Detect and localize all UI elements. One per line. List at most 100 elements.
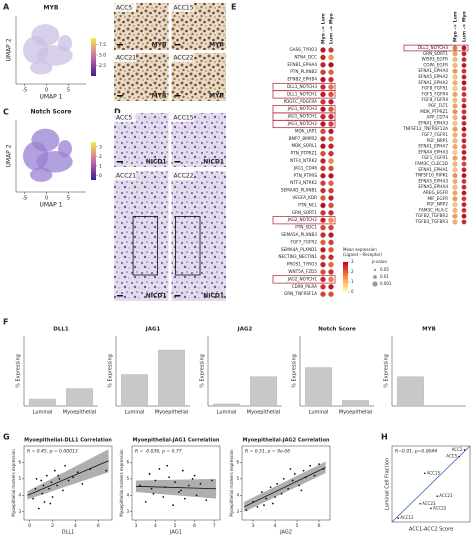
pair-label: JAG2_NOTCH2: [287, 217, 318, 222]
dot: [328, 121, 334, 127]
point: [64, 464, 67, 467]
pair-label: TGFB2_TGFBR2: [414, 213, 448, 218]
annotation: R = -0.036, p = 0.77: [135, 449, 182, 455]
dot: [320, 180, 326, 186]
pair-label: FGF5_FGFR4: [422, 91, 449, 96]
y-tick-label: 6: [236, 459, 239, 464]
dot: [320, 165, 326, 172]
dot: [461, 132, 467, 138]
legend-entry: 0.01: [380, 274, 389, 279]
point-label: ACC21: [439, 493, 453, 498]
dot: [461, 45, 467, 51]
pair-label: EFNA1_EPHA2: [418, 80, 448, 85]
y-axis-label: Luminal Cell Fraction: [385, 458, 391, 510]
point: [271, 502, 274, 505]
pair-label: GAS6_TYRO3: [289, 47, 317, 52]
x-tick-label: 6: [318, 523, 321, 529]
dot: [320, 224, 326, 231]
stain-label: MYB: [209, 42, 224, 49]
pair-label: EFNA5_EPHA3: [418, 178, 448, 183]
point: [35, 477, 38, 480]
chart-title: Myoepithelial-JAG2 Correlation: [243, 438, 330, 444]
umap-cloud: [58, 35, 72, 52]
scale-bar: [117, 295, 123, 297]
dot: [328, 232, 334, 238]
dot: [320, 158, 326, 164]
dot: [328, 239, 334, 246]
point: [430, 507, 432, 510]
dot: [461, 202, 467, 208]
point: [49, 502, 52, 505]
point: [45, 474, 48, 477]
stain-label: NICD1: [146, 159, 167, 166]
chart-title: DLL1: [53, 327, 69, 333]
dot: [320, 261, 326, 268]
x-tick-label: -5: [22, 196, 27, 202]
dot: [452, 161, 458, 167]
legend-title: (Ligand – Receptor): [343, 252, 382, 257]
dot: [328, 202, 334, 209]
dot: [320, 143, 326, 149]
fit-line: [27, 460, 109, 496]
legend-entry: 0.05: [380, 267, 389, 272]
point: [61, 489, 64, 492]
scale-bar: [117, 95, 123, 97]
legend-tick-label: 2: [351, 269, 354, 274]
x-tick-label: 5: [67, 196, 70, 202]
legend-title: p-value: [372, 259, 387, 264]
y-tick-label: 5: [126, 476, 129, 481]
dot: [452, 115, 458, 121]
pair-label: FGF7_FGFR1: [422, 132, 449, 137]
stain-label: MYB: [152, 93, 167, 100]
point: [43, 501, 46, 503]
dot: [452, 68, 458, 74]
pair-label: AREG_EGFR: [423, 190, 448, 195]
point: [423, 472, 426, 475]
point: [260, 491, 263, 493]
point: [166, 464, 169, 467]
colorbar: [91, 38, 96, 76]
dot: [452, 51, 458, 57]
x-axis-label: UMAP 1: [39, 202, 62, 209]
column-header: Lum -> Myo: [462, 11, 468, 42]
x-tick-label: 5: [67, 88, 70, 94]
dot: [461, 74, 467, 80]
point: [181, 469, 184, 472]
y-axis-label: % Expressing: [384, 354, 390, 388]
dot: [452, 74, 458, 80]
pair-label: GRN_SORT1: [292, 210, 317, 215]
x-tick-label: 6: [97, 523, 100, 529]
point: [300, 489, 303, 492]
point: [81, 482, 84, 485]
dot: [452, 120, 458, 126]
dot: [461, 190, 467, 196]
dot: [452, 138, 458, 144]
point: [245, 509, 248, 512]
point: [76, 471, 79, 474]
point: [276, 482, 279, 485]
dot: [461, 184, 467, 190]
point: [148, 473, 151, 475]
pair-label: JAG1_NOTCH1: [287, 114, 318, 119]
pair-label: PTN_SDC1: [295, 225, 317, 230]
dot: [320, 276, 326, 283]
dot: [452, 97, 458, 103]
pair-label: MDK_LRP1: [295, 128, 317, 133]
chart-title: JAG2: [237, 327, 253, 333]
dot: [452, 202, 458, 208]
chart-title: JAG1: [145, 327, 161, 333]
point: [199, 482, 202, 485]
dot: [328, 113, 334, 120]
dot: [461, 80, 467, 86]
legend-title: Mean expression: [343, 247, 377, 252]
x-tick-label: Luminal: [125, 410, 145, 416]
pair-label: NTF4_NTRK2: [290, 158, 317, 163]
colorbar-tick-label: 2: [99, 154, 102, 160]
bar: [397, 376, 424, 407]
pair-label: FAM3C_HLA-C: [419, 207, 448, 212]
pair-label: NTF3_NTRK2: [290, 180, 317, 185]
pair-label: EFNB2_EPHB4: [287, 77, 317, 82]
fit-line: [135, 485, 217, 490]
image-label-bg: [171, 171, 194, 180]
image-label-bg: [171, 53, 194, 62]
